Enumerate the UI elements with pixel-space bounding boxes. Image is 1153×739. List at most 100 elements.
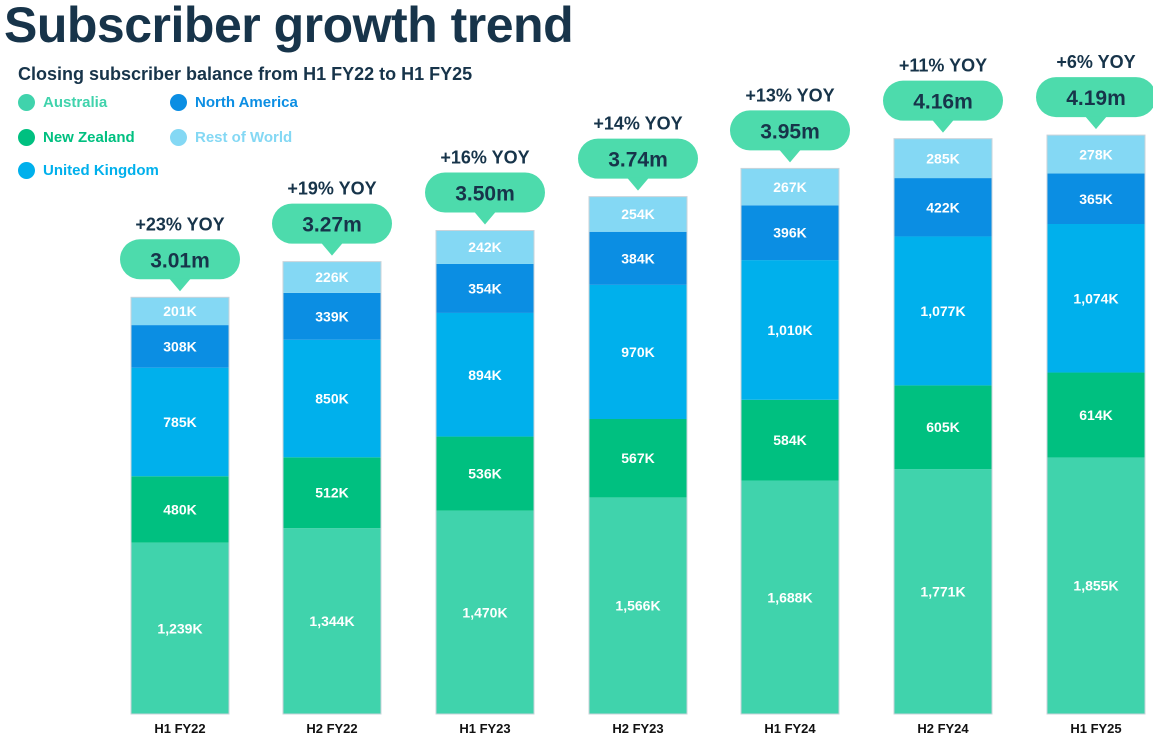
bar-segment-australia [741, 480, 839, 714]
bar-segment-united-kingdom [131, 367, 229, 477]
data-label-rest-of-world: 242K [468, 239, 501, 255]
bar-segment-new-zealand [1047, 372, 1145, 458]
data-label-united-kingdom: 1,077K [920, 303, 965, 319]
total-bubble [883, 80, 1003, 121]
x-tick-label: H2 FY24 [917, 721, 969, 736]
data-label-new-zealand: 480K [163, 501, 196, 517]
data-label-new-zealand: 584K [773, 432, 806, 448]
bar-outline [740, 167, 840, 715]
bar-segment-rest-of-world [1047, 135, 1145, 174]
bar-outline [893, 138, 993, 715]
bar-segment-north-america [436, 263, 534, 313]
bar-segment-rest-of-world [436, 230, 534, 264]
bar-outline [282, 261, 382, 715]
bar-outline [130, 296, 230, 715]
bar-segment-new-zealand [283, 457, 381, 529]
data-label-north-america: 354K [468, 280, 501, 296]
data-label-rest-of-world: 267K [773, 179, 806, 195]
legend-dot-united-kingdom [18, 162, 35, 179]
data-label-rest-of-world: 285K [926, 150, 959, 166]
data-label-north-america: 396K [773, 225, 806, 241]
data-label-new-zealand: 605K [926, 419, 959, 435]
legend-item-rest-of-world: Rest of World [170, 129, 292, 146]
data-label-rest-of-world: 201K [163, 303, 196, 319]
data-label-australia: 1,344K [309, 613, 354, 629]
data-label-united-kingdom: 850K [315, 391, 348, 407]
bar-segment-australia [589, 497, 687, 714]
bar-segment-north-america [283, 292, 381, 340]
total-bubble-pointer [932, 119, 954, 133]
bar-segment-united-kingdom [741, 260, 839, 400]
yoy-label: +16% YOY [440, 148, 529, 168]
bar-segment-united-kingdom [1047, 224, 1145, 373]
total-bubble-pointer [474, 211, 496, 225]
bar-outline [1046, 134, 1146, 715]
data-label-australia: 1,470K [462, 604, 507, 620]
data-label-north-america: 365K [1079, 191, 1112, 207]
bar-segment-north-america [741, 205, 839, 261]
data-label-australia: 1,855K [1073, 578, 1118, 594]
yoy-label: +14% YOY [593, 114, 682, 134]
bar-segment-australia [283, 528, 381, 714]
x-tick-label: H1 FY22 [154, 721, 205, 736]
x-tick-label: H2 FY22 [306, 721, 357, 736]
legend-label-new-zealand: New Zealand [43, 129, 135, 146]
data-label-united-kingdom: 894K [468, 367, 501, 383]
yoy-label: +6% YOY [1056, 52, 1135, 72]
total-label: 3.27m [302, 214, 362, 237]
total-bubble [578, 138, 698, 179]
bar-segment-australia [131, 542, 229, 714]
x-tick-label: H1 FY23 [459, 721, 510, 736]
yoy-label: +11% YOY [899, 56, 987, 76]
bar-segment-north-america [1047, 173, 1145, 225]
legend-label-australia: Australia [43, 94, 108, 111]
data-label-north-america: 339K [315, 308, 348, 324]
bar-segment-north-america [589, 231, 687, 285]
total-bubble-pointer [1085, 116, 1107, 130]
data-label-north-america: 384K [621, 250, 654, 266]
data-label-new-zealand: 512K [315, 485, 348, 501]
total-label: 4.16m [913, 91, 973, 114]
bar-segment-united-kingdom [436, 312, 534, 437]
data-label-new-zealand: 536K [468, 466, 501, 482]
yoy-label: +23% YOY [135, 214, 224, 234]
bar-segment-rest-of-world [283, 261, 381, 293]
x-tick-label: H1 FY25 [1070, 721, 1121, 736]
bar-segment-north-america [894, 178, 992, 237]
bar-segment-rest-of-world [131, 297, 229, 326]
legend-dot-north-america [170, 94, 187, 111]
bar-segment-united-kingdom [589, 284, 687, 420]
total-bubble-pointer [169, 278, 191, 292]
legend-label-north-america: North America [195, 94, 298, 111]
bar-segment-new-zealand [741, 399, 839, 481]
legend-item-north-america: North America [170, 94, 298, 111]
bar-segment-new-zealand [589, 419, 687, 498]
bar-segment-rest-of-world [741, 168, 839, 206]
legend-label-rest-of-world: Rest of World [195, 129, 293, 146]
yoy-label: +19% YOY [287, 179, 376, 199]
legend-dot-new-zealand [18, 129, 35, 146]
bar-segment-australia [894, 469, 992, 714]
data-label-united-kingdom: 970K [621, 344, 654, 360]
x-tick-label: H2 FY23 [612, 721, 663, 736]
data-label-united-kingdom: 785K [163, 414, 196, 430]
bar-segment-new-zealand [436, 436, 534, 511]
total-label: 3.50m [455, 183, 515, 206]
total-bubble [120, 239, 240, 280]
legend-label-united-kingdom: United Kingdom [43, 162, 159, 179]
legend-dot-rest-of-world [170, 129, 187, 146]
bar-segment-australia [1047, 457, 1145, 714]
legend-dot-australia [18, 94, 35, 111]
data-label-australia: 1,239K [157, 620, 202, 636]
bar-segment-rest-of-world [894, 138, 992, 179]
data-label-rest-of-world: 254K [621, 206, 654, 222]
legend-item-australia: Australia [18, 94, 107, 111]
total-bubble-pointer [627, 177, 649, 191]
total-bubble-pointer [321, 242, 343, 256]
data-label-north-america: 422K [926, 199, 959, 215]
bar-segment-australia [436, 510, 534, 714]
data-label-new-zealand: 567K [621, 450, 654, 466]
bar-outline [435, 230, 535, 715]
total-bubble-pointer [779, 149, 801, 163]
